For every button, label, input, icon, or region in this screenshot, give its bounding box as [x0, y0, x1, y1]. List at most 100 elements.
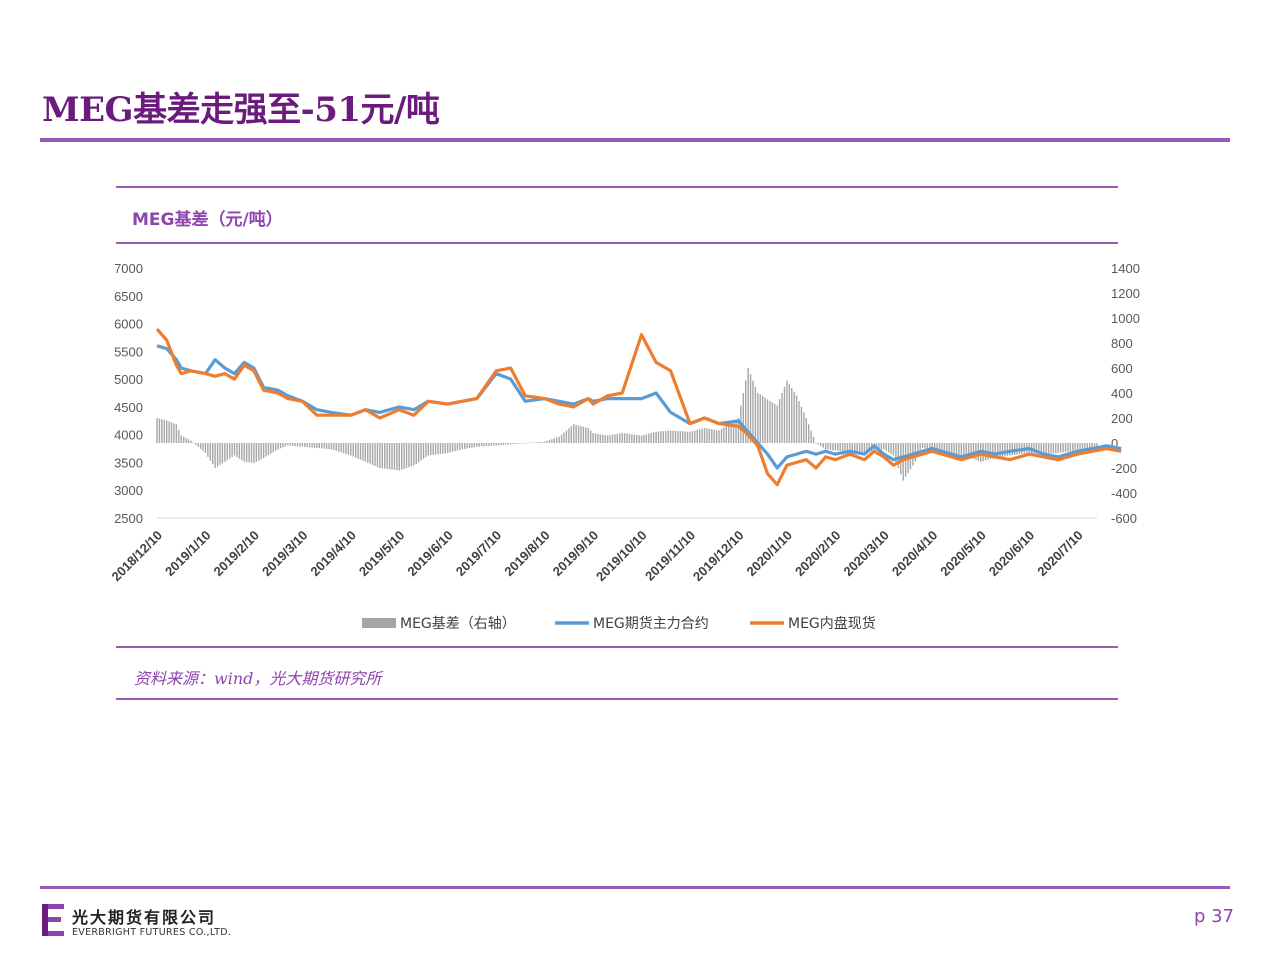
basis-bar	[645, 434, 648, 443]
basis-bar	[1038, 443, 1040, 454]
basis-bar	[490, 443, 493, 446]
basis-bar	[473, 443, 476, 448]
basis-bar	[774, 403, 776, 443]
basis-bar	[938, 443, 941, 455]
basis-bar	[248, 443, 250, 463]
x-tick-label: 2018/12/10	[108, 528, 165, 585]
basis-bar	[522, 443, 524, 444]
basis-bar	[432, 443, 434, 455]
basis-bar	[568, 428, 570, 443]
basis-bar	[294, 443, 296, 447]
basis-bar	[1093, 443, 1096, 450]
basis-bar	[493, 443, 495, 446]
price-lines	[155, 328, 1122, 487]
basis-bar	[434, 443, 437, 455]
basis-bar	[342, 443, 345, 454]
basis-bar	[270, 443, 272, 454]
basis-bar	[420, 443, 422, 461]
basis-bar	[195, 443, 197, 445]
basis-bar	[447, 443, 449, 453]
basis-bar	[694, 430, 696, 443]
basis-bar	[863, 443, 866, 453]
basis-bar	[895, 443, 897, 462]
x-axis: 2018/12/102019/1/102019/2/102019/3/10201…	[108, 528, 1085, 585]
basis-bar	[883, 443, 885, 450]
legend: MEG基差（右轴） MEG期货主力合约 MEG内盘现货	[362, 615, 876, 632]
basis-bar	[510, 443, 512, 445]
basis-bar	[156, 418, 158, 443]
basis-bar	[558, 436, 560, 443]
basis-bar	[841, 443, 844, 452]
basis-bar	[272, 443, 274, 453]
y-left-tick-label: 4000	[114, 428, 143, 443]
basis-bar	[771, 402, 774, 443]
basis-bar	[761, 396, 764, 443]
basis-bar	[713, 429, 715, 443]
basis-bar	[943, 443, 946, 456]
x-tick-label: 2019/4/10	[307, 528, 359, 580]
basis-bar	[1052, 443, 1055, 454]
basis-bar	[352, 443, 354, 457]
basis-bar	[854, 443, 856, 453]
basis-bar	[769, 400, 771, 443]
basis-bar	[384, 443, 386, 469]
basis-bar	[1072, 443, 1074, 452]
y-left-tick-label: 5000	[114, 372, 143, 387]
basis-bar	[948, 443, 950, 457]
basis-bar	[190, 440, 192, 443]
basis-bar	[1043, 443, 1045, 455]
basis-bar	[495, 443, 497, 446]
basis-bar	[354, 443, 357, 458]
basis-bar	[199, 443, 202, 449]
basis-bar	[715, 430, 718, 443]
slide-title: MEG基差走强至-51元/吨	[42, 90, 440, 130]
basis-bar	[621, 433, 623, 443]
basis-bar	[187, 439, 190, 443]
basis-bar	[638, 435, 640, 443]
basis-bar	[386, 443, 388, 469]
basis-bar	[255, 443, 258, 462]
basis-bar	[677, 430, 679, 443]
basis-bar	[202, 443, 204, 451]
basis-bar	[575, 424, 577, 443]
basis-bar	[502, 443, 505, 445]
basis-bar	[960, 443, 963, 456]
basis-bar	[1009, 443, 1011, 456]
basis-bar	[444, 443, 446, 454]
basis-bar	[173, 423, 175, 443]
basis-bar	[839, 443, 841, 451]
basis-bar	[463, 443, 466, 449]
basis-bar	[275, 443, 277, 451]
basis-bar	[868, 443, 870, 452]
basis-bar	[543, 441, 546, 443]
basis-bar	[301, 443, 304, 447]
basis-bar	[824, 443, 827, 450]
basis-bar	[946, 443, 948, 457]
basis-bar	[454, 443, 456, 452]
basis-bar	[480, 443, 483, 447]
basis-bar	[650, 433, 652, 443]
basis-bar	[459, 443, 461, 450]
chart-bottom-divider	[116, 646, 1118, 648]
data-source: 资料来源：wind，光大期货研究所	[134, 669, 382, 688]
basis-bar	[299, 443, 301, 447]
basis-bar	[1089, 443, 1091, 450]
basis-bar	[619, 433, 621, 443]
basis-bar	[318, 443, 321, 449]
basis-bar	[1013, 443, 1016, 455]
basis-bar	[827, 443, 829, 450]
y-left-tick-label: 2500	[114, 511, 143, 526]
basis-bar	[955, 443, 958, 457]
y-left-tick-label: 7000	[114, 261, 143, 276]
basis-bar	[798, 401, 800, 443]
basis-bar	[265, 443, 267, 457]
right-axis: -600 -400 -200 0 200 400 600 800 1000 1200 1400	[1111, 261, 1140, 526]
basis-bar	[1035, 443, 1038, 454]
basis-bar	[994, 443, 996, 458]
basis-bar	[1055, 443, 1057, 454]
basis-bar	[643, 434, 645, 443]
basis-bar	[989, 443, 992, 460]
basis-bar	[764, 397, 766, 443]
basis-bar	[514, 443, 517, 444]
basis-bar	[471, 443, 473, 448]
